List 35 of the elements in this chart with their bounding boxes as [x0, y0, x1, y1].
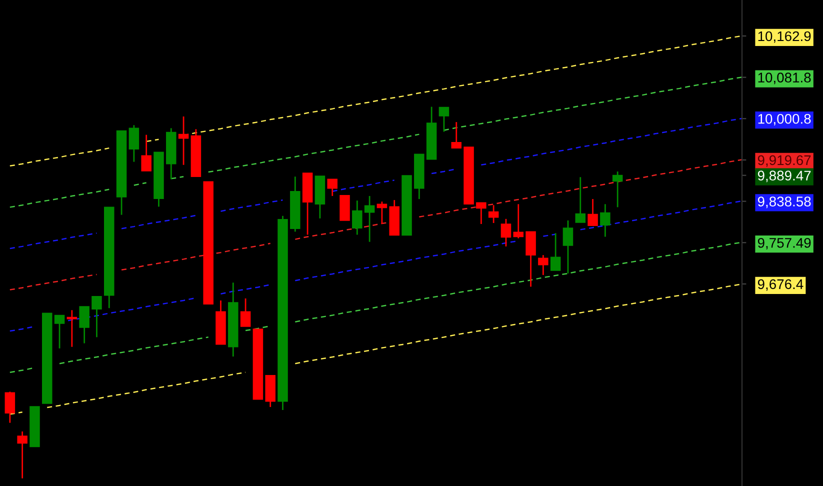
candlestick [376, 200, 388, 225]
y-tick-label: 10,000.8 [758, 114, 811, 126]
candlestick [327, 178, 338, 197]
candlestick [4, 391, 16, 424]
candlestick [240, 298, 251, 328]
candlestick [612, 170, 623, 208]
candlestick [538, 254, 548, 276]
candlestick [79, 306, 90, 344]
candlestick [92, 296, 102, 338]
candlestick [178, 116, 189, 166]
candlestick [513, 203, 524, 239]
y-tick-label: 9,889.47 [758, 170, 811, 182]
y-tick-label: 10,162.9 [758, 31, 811, 43]
candlestick [550, 232, 561, 272]
candlestick [476, 202, 486, 225]
y-tick-label: 9,676.4 [758, 279, 804, 291]
candlestick [128, 124, 140, 163]
candlestick [562, 220, 574, 274]
candlestick [141, 134, 152, 172]
candlestick [500, 218, 512, 248]
y-tick-label: 10,081.8 [758, 72, 811, 84]
y-tick-label: 9,757.49 [758, 238, 811, 250]
candlestick [488, 204, 499, 224]
candlestick [575, 176, 586, 224]
candlestick [600, 203, 610, 238]
candlestick [17, 430, 28, 480]
candlestick [438, 106, 450, 132]
candlestick [588, 198, 598, 226]
y-tick-label: 9,919.67 [758, 155, 811, 167]
candlestick [352, 200, 362, 236]
y-tick-label: 9,838.58 [758, 196, 811, 208]
candlestick [364, 195, 375, 243]
candlestick [451, 121, 462, 149]
candlestick [526, 230, 536, 288]
candlestick [54, 314, 65, 350]
